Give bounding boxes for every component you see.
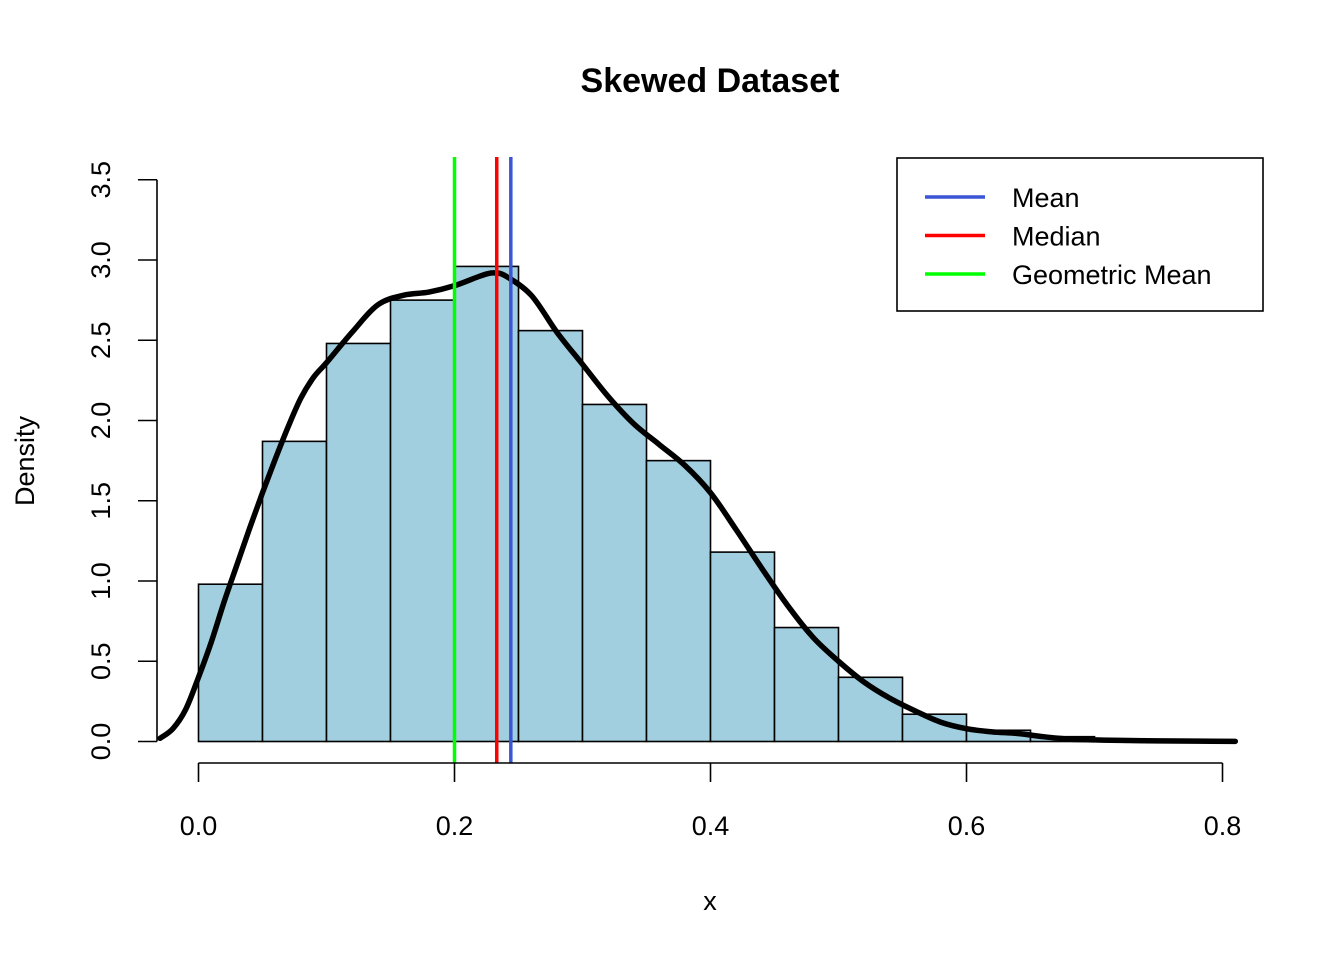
y-tick-label: 3.0 [86, 241, 116, 279]
histogram-bar [645, 459, 712, 743]
x-tick-label: 0.0 [180, 811, 218, 841]
x-tick-label: 0.6 [948, 811, 986, 841]
histogram-bar [453, 265, 520, 743]
x-tick-label: 0.8 [1204, 811, 1242, 841]
x-tick-label: 0.2 [436, 811, 474, 841]
y-tick-label: 2.0 [86, 402, 116, 440]
density-curve-group [157, 270, 1239, 745]
histogram-bar [581, 403, 648, 743]
legend-label-mean: Mean [1012, 183, 1080, 213]
y-tick-label: 1.0 [86, 562, 116, 600]
y-tick-label: 0.0 [86, 723, 116, 761]
y-tick-label: 0.5 [86, 642, 116, 680]
histogram-bar [325, 342, 392, 743]
histogram-bars [197, 265, 1224, 743]
legend-label-median: Median [1012, 222, 1101, 252]
histogram-bar [517, 329, 584, 743]
y-tick-label: 1.5 [86, 482, 116, 520]
density-curve [157, 270, 1239, 745]
x-axis-label: x [703, 886, 717, 916]
legend-label-geometric-mean: Geometric Mean [1012, 260, 1212, 290]
y-axis-label: Density [10, 415, 40, 506]
legend: Mean Median Geometric Mean [896, 157, 1264, 312]
histogram-bar [389, 299, 456, 743]
histogram-bar [197, 583, 264, 743]
chart-title: Skewed Dataset [581, 62, 840, 100]
y-tick-label: 3.5 [86, 161, 116, 199]
x-tick-label: 0.4 [692, 811, 730, 841]
x-axis: 0.0 0.2 0.4 0.6 0.8 [180, 762, 1242, 841]
histogram-bar [709, 551, 776, 743]
y-tick-label: 2.5 [86, 321, 116, 359]
statistic-lines [452, 157, 513, 763]
histogram-bar [261, 440, 328, 743]
histogram-bar [773, 626, 840, 743]
y-axis: 0.0 0.5 1.0 1.5 2.0 2.5 3.0 3.5 [86, 161, 158, 761]
